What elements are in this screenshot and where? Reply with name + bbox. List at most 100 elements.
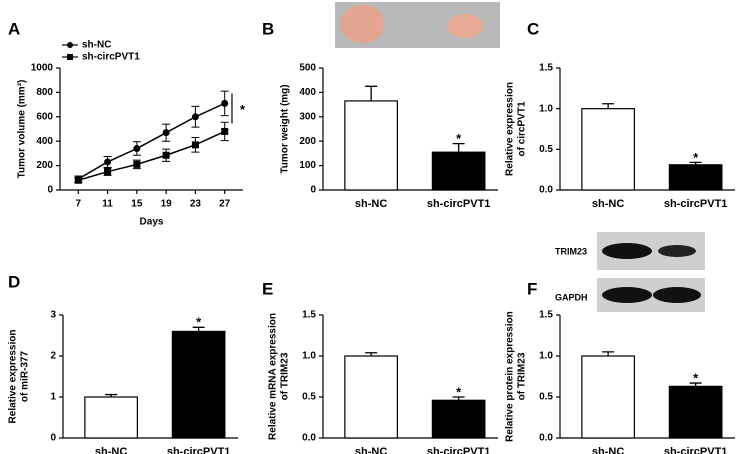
y-tick-label: 0.0 [302, 433, 316, 444]
legend-label: sh-NC [82, 40, 111, 51]
x-tick-label: sh-circPVT1 [664, 446, 728, 454]
y-tick-label: 400 [299, 87, 316, 98]
y-tick-label: 1.0 [302, 351, 316, 362]
y-axis-label: of TRIM23 [280, 352, 291, 400]
x-tick-label: 19 [161, 199, 173, 210]
x-tick-label: 27 [219, 199, 231, 210]
significance-mark: * [693, 150, 699, 165]
error-bar [192, 326, 205, 332]
bar [581, 355, 635, 439]
error-bar [452, 142, 465, 153]
point [133, 160, 141, 168]
panel-label: D [8, 272, 20, 291]
point [74, 176, 82, 184]
point [162, 129, 170, 137]
y-tick-label: 0 [310, 185, 316, 196]
point [104, 158, 112, 166]
x-tick-label: 7 [76, 199, 82, 210]
bar [581, 108, 635, 191]
panel-label: B [262, 19, 274, 38]
y-tick-label: 1000 [31, 63, 54, 74]
y-tick-label: 1.5 [539, 310, 553, 321]
x-tick-label: sh-NC [355, 446, 387, 454]
x-tick-label: sh-NC [95, 446, 127, 454]
y-tick-label: 0 [50, 433, 56, 444]
y-tick-label: 200 [299, 136, 316, 147]
bar [431, 151, 486, 191]
y-tick-label: 400 [36, 136, 53, 147]
point [191, 141, 199, 149]
series-line [78, 130, 226, 181]
panel-label: C [527, 19, 539, 38]
tumor-photo [335, 2, 500, 48]
blot-label: GAPDH [555, 292, 588, 302]
x-tick-label: sh-NC [355, 198, 387, 210]
point [133, 145, 141, 153]
bar [668, 164, 723, 191]
bar [668, 385, 723, 439]
y-axis-label: of TRIM23 [517, 352, 528, 400]
y-tick-label: 2 [50, 351, 56, 362]
y-axis-label: Relative protein expression [505, 311, 516, 442]
x-tick-label: sh-circPVT1 [167, 446, 231, 454]
x-tick-label: 23 [190, 199, 202, 210]
x-tick-label: sh-circPVT1 [427, 198, 491, 210]
x-tick-label: 11 [102, 199, 113, 210]
y-tick-label: 0.5 [539, 144, 553, 155]
y-tick-label: 0.0 [539, 185, 553, 196]
y-axis-label: Tumor volume (mm³) [17, 80, 28, 179]
y-tick-label: 800 [36, 87, 53, 98]
series-line [77, 102, 226, 180]
panel-label: A [8, 19, 20, 38]
panel-label: E [262, 279, 273, 298]
y-axis-label: of miR-377 [20, 351, 31, 403]
panel-label: F [527, 279, 537, 298]
point [221, 99, 229, 107]
y-tick-label: 0.0 [539, 433, 553, 444]
y-axis-label: Relative mRNA expression [268, 313, 279, 440]
y-tick-label: 0.5 [302, 392, 316, 403]
y-axis-label: Relative expression [8, 330, 19, 424]
y-tick-label: 0.5 [539, 392, 553, 403]
y-tick-label: 100 [299, 160, 316, 171]
point [104, 168, 112, 176]
significance-mark: * [240, 102, 246, 117]
y-axis-label: Tumor weight (mg) [280, 84, 291, 173]
y-tick-label: 1.5 [302, 310, 316, 321]
y-tick-label: 500 [299, 63, 316, 74]
bar [171, 330, 226, 439]
x-axis-label: Days [140, 217, 164, 228]
error-bar [365, 85, 378, 101]
significance-mark: * [693, 370, 699, 385]
y-tick-label: 300 [299, 111, 316, 122]
bar [344, 355, 398, 439]
x-tick-label: sh-circPVT1 [664, 198, 728, 210]
x-tick-label: sh-circPVT1 [427, 446, 491, 454]
x-tick-label: sh-NC [592, 198, 624, 210]
y-tick-label: 200 [36, 160, 53, 171]
bar [344, 100, 398, 191]
significance-mark: * [196, 315, 202, 330]
y-tick-label: 1.0 [539, 103, 553, 114]
x-tick-label: sh-NC [592, 446, 624, 454]
error-bar [602, 103, 615, 109]
legend-label: sh-circPVT1 [82, 52, 140, 63]
significance-mark: * [456, 131, 462, 146]
significance-mark: * [456, 384, 462, 399]
point [191, 113, 199, 121]
y-tick-label: 1 [50, 392, 56, 403]
bar [84, 396, 138, 439]
western-blot [597, 232, 705, 312]
y-tick-label: 0 [47, 185, 53, 196]
y-tick-label: 1.0 [539, 351, 553, 362]
y-axis-label: Relative expression [505, 82, 516, 176]
point [162, 151, 170, 159]
blot-label: TRIM23 [555, 246, 587, 256]
point [221, 127, 229, 135]
legend-marker [67, 54, 73, 60]
y-axis-label: of circPVT1 [517, 101, 528, 156]
y-tick-label: 600 [36, 111, 53, 122]
legend-marker [67, 42, 73, 48]
y-tick-label: 3 [50, 310, 56, 321]
